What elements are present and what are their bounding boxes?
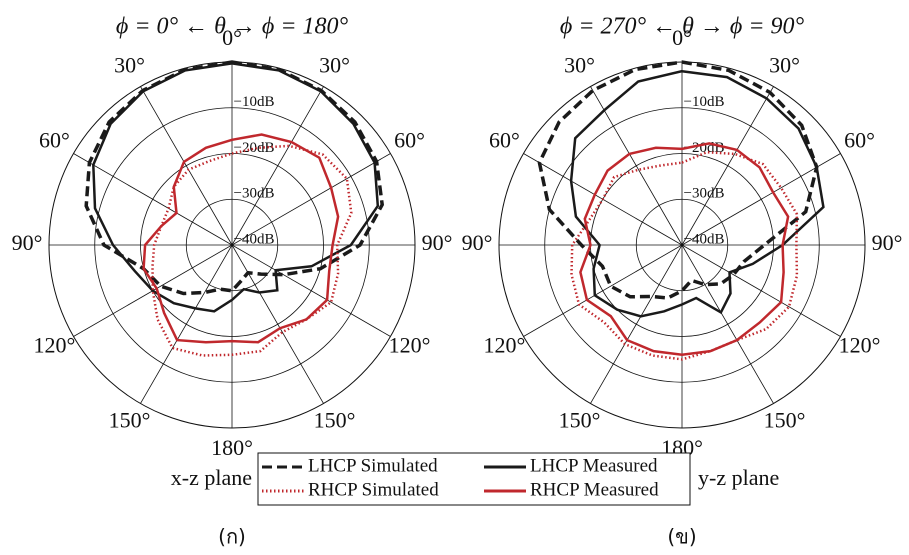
r-tick-label: −40dB <box>684 231 725 247</box>
chart-title: ϕ = 270° ← θ → ϕ = 90° <box>560 14 805 40</box>
theta-tick-label: 30° <box>769 53 800 78</box>
theta-tick-label: 60° <box>844 128 875 153</box>
r-tick-label: −10dB <box>684 94 725 110</box>
legend-label: RHCP Simulated <box>308 479 439 500</box>
theta-tick-label: 0° <box>672 25 692 50</box>
legend-label: RHCP Measured <box>530 479 659 500</box>
grid-spoke <box>231 153 391 246</box>
pattern-line <box>570 150 799 361</box>
theta-tick-label: 90° <box>422 230 453 255</box>
grid-spoke <box>523 244 683 337</box>
pattern-line <box>142 133 340 344</box>
theta-tick-label: 120° <box>484 333 526 358</box>
pattern-line <box>569 69 825 318</box>
theta-tick-label: 120° <box>34 333 76 358</box>
theta-tick-label: 60° <box>394 128 425 153</box>
pattern-line <box>84 60 385 296</box>
r-tick-label: −20dB <box>234 140 275 156</box>
theta-tick-label: 30° <box>319 53 350 78</box>
theta-tick-label: 120° <box>389 333 431 358</box>
plane-label: x-z plane <box>171 465 252 490</box>
theta-tick-label: 180° <box>211 435 253 460</box>
chart-title: ϕ = 0° ← θ → ϕ = 180° <box>116 14 349 40</box>
legend-label: LHCP Measured <box>530 455 658 476</box>
pattern-line <box>151 144 353 357</box>
theta-tick-label: 90° <box>12 230 43 255</box>
grid-spoke <box>231 244 391 337</box>
theta-tick-label: 90° <box>462 230 493 255</box>
theta-tick-label: 150° <box>559 408 601 433</box>
grid-spoke <box>590 86 683 246</box>
caption: (ก) <box>218 525 246 549</box>
pattern-line <box>579 142 790 357</box>
theta-tick-label: 150° <box>314 408 356 433</box>
theta-tick-label: 30° <box>114 53 145 78</box>
theta-tick-label: 30° <box>564 53 595 78</box>
grid-spoke <box>681 153 841 246</box>
r-tick-label: −10dB <box>234 94 275 110</box>
grid-spoke <box>140 244 233 404</box>
r-tick-label: −40dB <box>234 231 275 247</box>
plane-label: y-z plane <box>698 465 779 490</box>
caption: (ข) <box>667 525 696 549</box>
theta-tick-label: 150° <box>109 408 151 433</box>
grid-spoke <box>681 86 774 246</box>
grid-spoke <box>73 153 233 246</box>
theta-tick-label: 60° <box>39 128 70 153</box>
theta-tick-label: 90° <box>872 230 903 255</box>
theta-tick-label: 120° <box>839 333 881 358</box>
grid-spoke <box>140 86 233 246</box>
r-tick-label: −30dB <box>234 186 275 202</box>
grid-spoke <box>231 86 324 246</box>
grid-spoke <box>681 244 841 337</box>
theta-tick-label: 0° <box>222 25 242 50</box>
grid-spoke <box>590 244 683 404</box>
pattern-line <box>92 62 380 313</box>
grid-spoke <box>681 244 774 404</box>
r-tick-label: −30dB <box>684 186 725 202</box>
theta-tick-label: 60° <box>489 128 520 153</box>
legend-box <box>257 452 691 506</box>
theta-tick-label: 150° <box>764 408 806 433</box>
legend-label: LHCP Simulated <box>308 455 438 476</box>
